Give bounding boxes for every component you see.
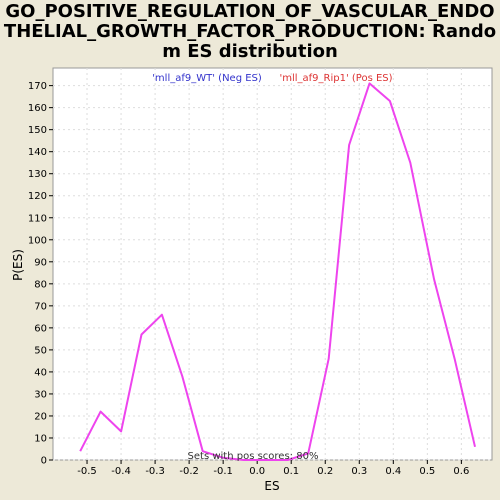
y-tick-label: 30 <box>34 389 47 400</box>
y-tick-label: 50 <box>34 345 47 356</box>
y-tick-label: 40 <box>34 367 47 378</box>
x-tick-label: -0.5 <box>77 466 97 477</box>
y-tick-label: 120 <box>28 191 47 202</box>
series-line <box>79 82 476 461</box>
y-tick-label: 10 <box>34 433 47 444</box>
y-axis-label: P(ES) <box>11 249 25 281</box>
y-tick-label: 90 <box>34 257 47 268</box>
legend-neg: 'mll_af9_WT' (Neg ES) <box>152 73 262 84</box>
y-tick-label: 80 <box>34 279 47 290</box>
y-tick-label: 60 <box>34 323 47 334</box>
y-axis-ticks: 0 10 20 30 40 50 60 70 80 90 100 110 120 130 140 150 160… <box>28 81 53 467</box>
annotation-text: Sets with pos scores: 80% <box>188 451 319 462</box>
x-axis-ticks: -0.5 -0.4 -0.3 -0.2 -0.1 0.0 0.1 0.2 0.3 0.4 0.5 0.… <box>77 460 469 477</box>
grid-lines <box>53 68 492 461</box>
y-tick-label: 0 <box>41 456 47 467</box>
chart-title-line-3: m ES distribution <box>162 41 338 62</box>
x-tick-label: 0.5 <box>419 466 435 477</box>
chart-title: GO_POSITIVE_REGULATION_OF_VASCULAR_ENDO … <box>0 2 500 62</box>
legend-pos: 'mll_af9_Rip1' (Pos ES) <box>279 73 392 84</box>
chart-title-line-2: THELIAL_GROWTH_FACTOR_PRODUCTION: Rando <box>3 21 497 42</box>
chart-title-line-1: GO_POSITIVE_REGULATION_OF_VASCULAR_ENDO <box>5 1 495 22</box>
y-tick-label: 160 <box>28 103 47 114</box>
x-tick-label: 0.0 <box>249 466 265 477</box>
x-tick-label: 0.4 <box>385 466 401 477</box>
x-tick-label: 0.3 <box>351 466 367 477</box>
x-tick-label: 0.6 <box>453 466 469 477</box>
x-tick-label: -0.2 <box>179 466 199 477</box>
y-tick-label: 110 <box>28 213 47 224</box>
y-tick-label: 170 <box>28 81 47 92</box>
x-tick-label: 0.1 <box>283 466 299 477</box>
series-layer <box>79 82 476 461</box>
y-tick-label: 140 <box>28 147 47 158</box>
y-tick-label: 130 <box>28 169 47 180</box>
y-tick-label: 20 <box>34 411 47 422</box>
plot-area <box>52 67 493 461</box>
x-tick-label: -0.3 <box>145 466 165 477</box>
y-tick-label: 100 <box>28 235 47 246</box>
y-tick-label: 150 <box>28 125 47 136</box>
x-tick-label: -0.1 <box>213 466 233 477</box>
x-tick-label: 0.2 <box>317 466 333 477</box>
y-tick-label: 70 <box>34 301 47 312</box>
x-tick-label: -0.4 <box>111 466 131 477</box>
x-axis-label: ES <box>264 479 279 493</box>
